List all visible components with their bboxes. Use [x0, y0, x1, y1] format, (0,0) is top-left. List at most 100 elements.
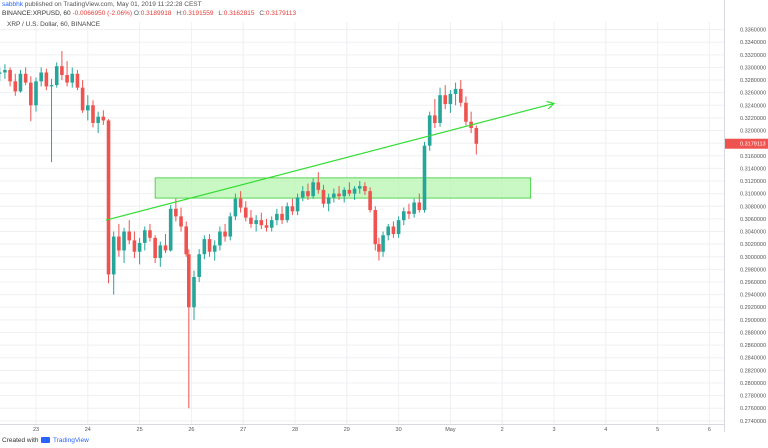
candle-body — [127, 231, 132, 241]
close-label: C: — [259, 10, 266, 17]
candles — [0, 51, 479, 409]
candle-body — [106, 120, 111, 275]
time-tick-label: 4 — [604, 427, 607, 433]
candle-body — [91, 105, 95, 123]
candle-body — [44, 72, 49, 87]
candle-body — [54, 66, 59, 86]
price-tick-label: 0.2860000 — [740, 343, 766, 349]
change-value: -0.0066950 (-2.06%) — [72, 10, 133, 17]
time-tick-label: 2 — [501, 427, 504, 433]
candle-body — [29, 82, 33, 106]
candle-body — [264, 225, 269, 228]
time-tick-label: 29 — [344, 427, 350, 433]
candle-body — [243, 207, 248, 218]
candle-body — [187, 254, 191, 308]
candle-body — [357, 186, 362, 189]
candle-body — [448, 93, 453, 105]
candle-body — [111, 236, 116, 275]
price-tick-label: 0.3140000 — [740, 166, 766, 172]
price-tick-label: 0.2800000 — [740, 381, 766, 387]
price-tick-label: 0.2980000 — [740, 267, 766, 273]
candle-body — [137, 242, 142, 252]
candle-body — [49, 85, 54, 87]
candle-body — [197, 254, 201, 277]
candle-body — [474, 128, 479, 144]
candle-body — [259, 220, 264, 226]
candle-body — [427, 115, 432, 146]
price-tick-label: 0.3040000 — [740, 230, 766, 236]
time-tick-label: 6 — [708, 427, 711, 433]
candle-body — [75, 73, 80, 88]
time-tick-label: 26 — [188, 427, 194, 433]
price-tick-label: 0.3320000 — [740, 53, 766, 59]
candle-body — [212, 245, 217, 252]
candle-body — [142, 230, 147, 243]
candle-body — [3, 69, 7, 73]
candle-body — [464, 102, 468, 122]
candle-body — [311, 182, 315, 197]
price-tick-label: 0.2840000 — [740, 356, 766, 362]
price-tick-label: 0.2900000 — [740, 318, 766, 324]
candle-body — [233, 198, 238, 217]
footer: Created with TradingView — [2, 436, 89, 446]
last-price-badge — [725, 138, 768, 149]
candle-body — [202, 239, 207, 255]
candle-body — [290, 206, 295, 212]
published-text: published on TradingView.com, May 01, 20… — [24, 1, 202, 8]
candle-body — [96, 116, 100, 123]
price-tick-label: 0.2880000 — [740, 330, 766, 336]
candle-body — [417, 202, 422, 211]
price-tick-label: 0.3240000 — [740, 103, 766, 109]
high-value: 0.3191559 — [182, 10, 214, 17]
candle-body — [80, 87, 85, 111]
time-tick-label: 28 — [292, 427, 298, 433]
price-tick-label: 0.2780000 — [740, 394, 766, 400]
candle-body — [153, 237, 157, 259]
tradingview-brand-link[interactable]: TradingView — [53, 437, 89, 444]
candle-body — [368, 191, 372, 211]
candle-body — [39, 72, 43, 82]
candle-body — [254, 220, 258, 224]
price-tick-label: 0.3060000 — [740, 217, 766, 223]
price-tick-label: 0.3100000 — [740, 192, 766, 198]
candle-body — [168, 208, 173, 251]
candle-body — [238, 198, 243, 208]
candle-body — [433, 115, 437, 123]
tradingview-logo-icon — [41, 437, 51, 444]
candle-body — [122, 231, 126, 251]
candle-body — [321, 189, 326, 204]
candle-body — [86, 105, 90, 111]
candle-body — [132, 240, 137, 252]
time-axis: 23 24 25 26 27 28 29 30 May 2 3 4 5 6 — [33, 427, 711, 433]
price-tick-label: 0.3120000 — [740, 179, 766, 185]
price-tick-label: 0.2920000 — [740, 305, 766, 311]
candle-body — [13, 81, 18, 92]
candle-body — [158, 245, 163, 259]
candle-body — [326, 197, 331, 204]
candle-body — [377, 244, 381, 252]
candle-body — [407, 211, 411, 214]
candle-body — [70, 73, 75, 83]
candle-body — [381, 235, 385, 252]
candle-body — [184, 226, 189, 255]
candle-body — [352, 188, 357, 194]
candle-body — [148, 230, 152, 238]
candle-body — [280, 213, 284, 221]
candle-body — [363, 186, 367, 192]
author-link[interactable]: sabbhk — [2, 1, 23, 8]
candle-body — [337, 193, 341, 197]
candle-body — [342, 189, 347, 197]
price-axis: 0.3360000 0.3340000 0.3320000 0.3300000 0.32… — [740, 28, 766, 425]
time-tick-label: 3 — [552, 427, 555, 433]
price-tick-label: 0.2760000 — [740, 406, 766, 412]
candle-body — [453, 88, 458, 94]
candle-body — [249, 217, 253, 224]
price-tick-label: 0.3080000 — [740, 204, 766, 210]
time-tick-label: 23 — [33, 427, 39, 433]
candle-body — [60, 66, 64, 76]
time-tick-label: 25 — [137, 427, 143, 433]
price-tick-label: 0.3020000 — [740, 242, 766, 248]
candle-body — [207, 239, 212, 252]
candle-body — [438, 95, 442, 123]
